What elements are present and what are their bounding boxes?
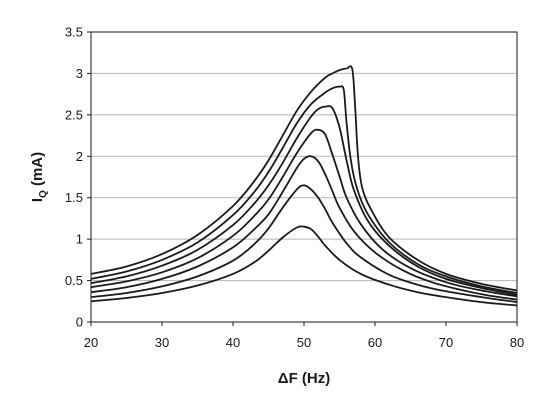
x-tick-label: 60 bbox=[368, 335, 382, 350]
gridlines bbox=[91, 72, 517, 282]
y-tick-label: 3 bbox=[76, 66, 83, 81]
y-axis-label-main: I bbox=[29, 198, 46, 202]
series-line-7 bbox=[90, 65, 518, 292]
y-axis-ticks: 0 0.5 1 1.5 2 2.5 3 3.5 bbox=[65, 25, 91, 330]
series-line-4 bbox=[90, 128, 518, 298]
y-tick-label: 0.5 bbox=[65, 273, 83, 288]
x-tick-label: 50 bbox=[297, 335, 311, 350]
x-tick-label: 80 bbox=[510, 335, 524, 350]
series-line-1 bbox=[90, 225, 518, 307]
x-tick-label: 40 bbox=[226, 335, 240, 350]
series-line-6 bbox=[90, 85, 518, 294]
series-line-2 bbox=[90, 184, 518, 303]
x-tick-label: 30 bbox=[155, 335, 169, 350]
y-tick-label: 2 bbox=[76, 149, 83, 164]
x-tick-label: 20 bbox=[84, 335, 98, 350]
x-tick-label: 70 bbox=[439, 335, 453, 350]
y-tick-label: 1 bbox=[76, 232, 83, 247]
series-line-3 bbox=[90, 155, 518, 301]
x-axis-label: ΔF (Hz) bbox=[278, 370, 330, 387]
y-axis-label-unit: (mA) bbox=[29, 152, 46, 190]
y-axis-label: IQ (mA) bbox=[29, 152, 49, 202]
series-lines bbox=[90, 65, 518, 307]
series-line-5 bbox=[90, 105, 518, 296]
y-tick-label: 0 bbox=[76, 315, 83, 330]
y-axis-label-subscript: Q bbox=[38, 190, 49, 198]
y-tick-label: 1.5 bbox=[65, 190, 83, 205]
y-tick-label: 2.5 bbox=[65, 107, 83, 122]
y-tick-label: 3.5 bbox=[65, 25, 83, 40]
x-axis-ticks: 20 30 40 50 60 70 80 bbox=[84, 322, 524, 350]
